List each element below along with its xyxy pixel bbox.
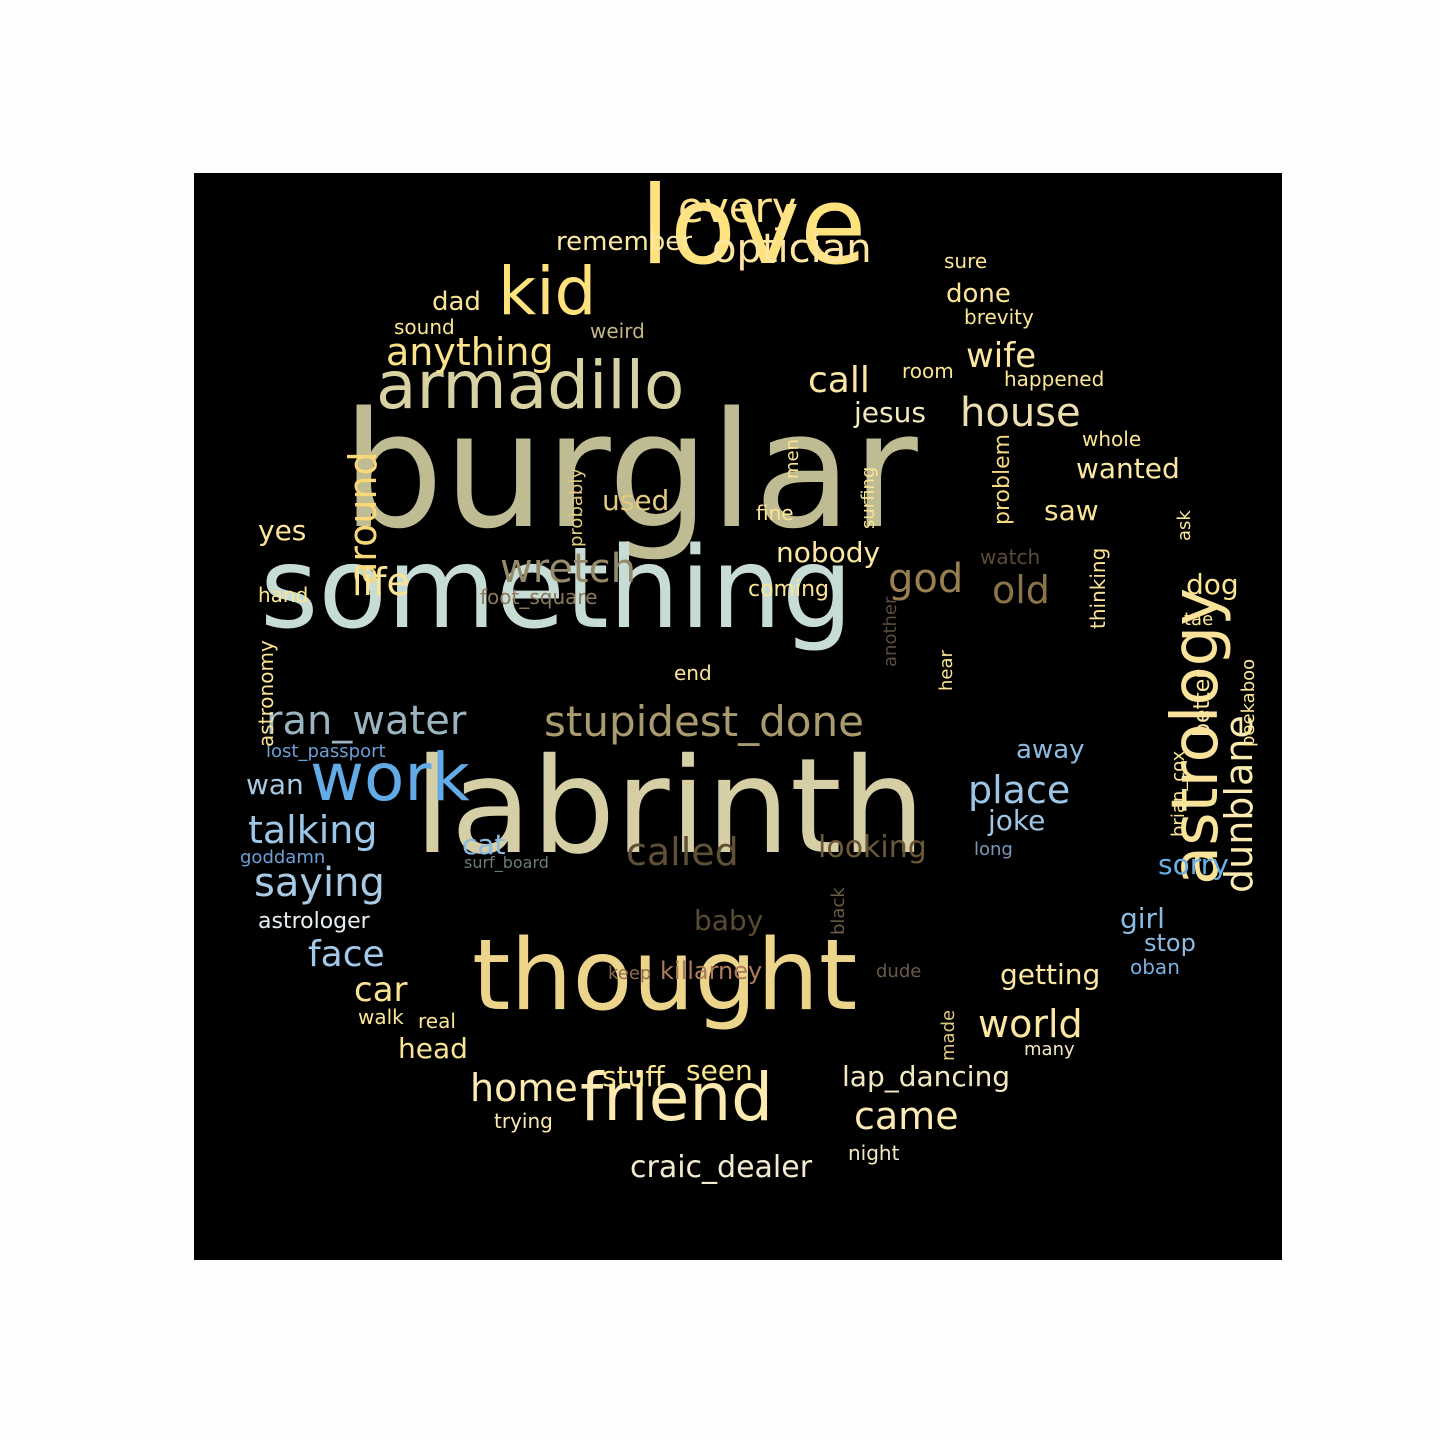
word-head: head — [398, 1032, 468, 1065]
word-dad: dad — [432, 287, 481, 317]
word-keep: keep — [608, 963, 652, 984]
word-ran-water: ran_water — [266, 698, 467, 744]
word-seen: seen — [686, 1054, 753, 1087]
word-cloud: burglar something labrinth thought love armad… — [194, 173, 1282, 1260]
word-every: every — [678, 183, 797, 232]
word-surf-board: surf_board — [464, 853, 549, 872]
word-getting: getting — [1000, 958, 1101, 991]
word-friend: friend — [580, 1059, 774, 1136]
word-call: call — [808, 360, 870, 401]
word-old: old — [992, 568, 1050, 612]
word-hand: hand — [258, 583, 309, 607]
word-trying: trying — [494, 1109, 553, 1133]
word-done: done — [946, 279, 1011, 309]
word-foot-square: foot_square — [480, 585, 598, 609]
word-hear: hear — [936, 650, 957, 691]
word-yes: yes — [258, 514, 307, 547]
word-lap-dancing: lap_dancing — [842, 1060, 1011, 1093]
word-thought: thought — [472, 919, 858, 1033]
word-probably: probably — [566, 468, 587, 547]
word-labrinth: labrinth — [414, 730, 926, 884]
word-better: better — [1190, 669, 1215, 737]
word-remember: remember — [556, 227, 692, 257]
word-looking: looking — [818, 830, 927, 865]
word-peekaboo: peekaboo — [1238, 658, 1259, 747]
word-wan: wan — [246, 768, 304, 801]
word-craic-dealer: craic_dealer — [630, 1150, 813, 1185]
word-coming: coming — [748, 577, 830, 602]
word-life: life — [352, 560, 410, 604]
word-wretch: wretch — [500, 546, 636, 592]
word-called: called — [626, 830, 739, 874]
word-stuff: stuff — [602, 1060, 665, 1093]
word-astrologer: astrologer — [258, 909, 370, 934]
word-surfing: surfing — [858, 466, 879, 529]
word-saw: saw — [1044, 494, 1099, 527]
word-goddamn: goddamn — [240, 847, 326, 868]
word-men: men — [782, 438, 803, 479]
word-home: home — [470, 1066, 578, 1110]
word-room: room — [902, 359, 954, 383]
word-brian-cox: brian_cox — [1168, 750, 1189, 837]
word-stupidest-done: stupidest_done — [544, 697, 864, 746]
word-dude: dude — [876, 961, 922, 982]
word-nobody: nobody — [776, 536, 881, 569]
word-face: face — [308, 934, 385, 975]
word-fine: fine — [756, 501, 794, 525]
word-place: place — [968, 768, 1071, 812]
word-ask: ask — [1174, 510, 1195, 541]
word-black: black — [828, 887, 849, 935]
word-talking: talking — [248, 808, 378, 852]
word-lost-passport: lost_passport — [266, 741, 386, 762]
word-saying: saying — [254, 860, 385, 906]
word-astronomy: astronomy — [254, 640, 278, 747]
word-came: came — [854, 1094, 959, 1138]
word-end: end — [674, 661, 712, 685]
word-watch: watch — [980, 545, 1041, 569]
word-used: used — [602, 484, 670, 517]
word-dog: dog — [1186, 568, 1239, 601]
word-killarney: killarney — [660, 957, 763, 985]
word-wanted: wanted — [1076, 452, 1180, 485]
word-sound: sound — [394, 315, 455, 339]
word-whole: whole — [1082, 427, 1142, 451]
word-away: away — [1016, 735, 1085, 765]
word-work: work — [310, 739, 470, 816]
word-anything: anything — [386, 330, 554, 374]
word-thinking: thinking — [1086, 547, 1110, 629]
word-god: god — [888, 556, 964, 602]
word-baby: baby — [694, 904, 764, 937]
word-car: car — [354, 970, 408, 1010]
word-joke: joke — [988, 804, 1046, 837]
word-wife: wife — [966, 336, 1037, 376]
word-armadillo: armadillo — [376, 347, 685, 424]
word-girl: girl — [1120, 902, 1165, 935]
word-sure: sure — [944, 249, 988, 273]
word-happened: happened — [1004, 367, 1105, 391]
word-stop: stop — [1144, 929, 1196, 957]
word-made: made — [938, 1009, 959, 1061]
word-burglar: burglar — [342, 377, 918, 564]
word-cat: cat — [462, 828, 506, 861]
word-another: another — [880, 596, 901, 667]
word-long: long — [974, 839, 1013, 860]
word-world: world — [978, 1002, 1083, 1046]
word-weird: weird — [590, 319, 645, 343]
word-optician: optician — [712, 226, 872, 272]
word-love: love — [640, 173, 867, 289]
word-oban: oban — [1130, 955, 1180, 979]
word-house: house — [960, 390, 1081, 436]
word-something: something — [260, 524, 853, 654]
word-many: many — [1024, 1039, 1075, 1060]
word-jesus: jesus — [854, 396, 926, 429]
word-night: night — [848, 1141, 900, 1165]
word-kid: kid — [498, 253, 597, 330]
word-tae: tae — [1184, 609, 1214, 630]
word-real: real — [418, 1009, 456, 1033]
word-problem: problem — [990, 433, 1015, 525]
word-walk: walk — [358, 1005, 404, 1029]
word-brevity: brevity — [964, 305, 1034, 329]
word-sorry: sorry — [1158, 848, 1229, 881]
